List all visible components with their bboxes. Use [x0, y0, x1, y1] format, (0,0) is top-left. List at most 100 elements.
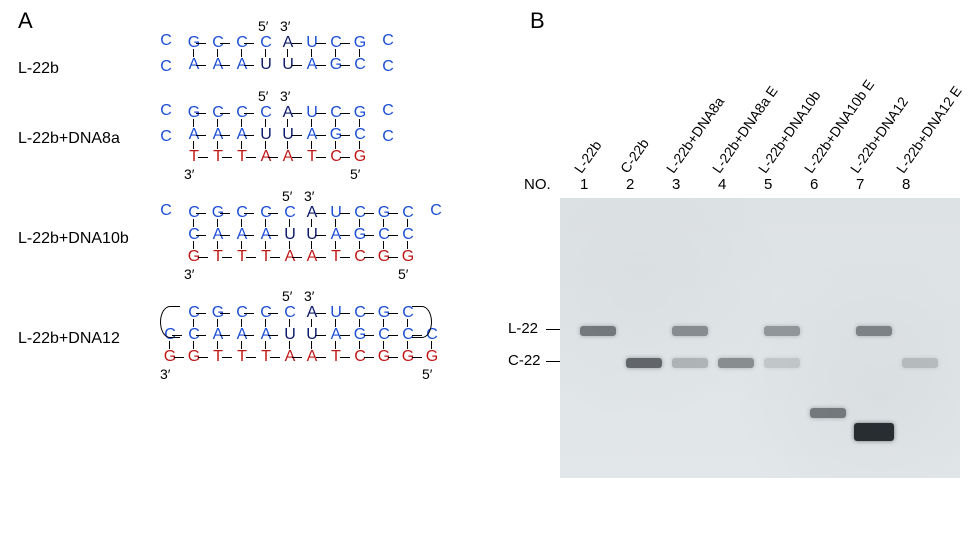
base-pair-bond — [359, 119, 360, 127]
backbone-bond — [222, 357, 232, 358]
base-pair-bond — [265, 319, 266, 327]
five-prime-marker: 5′ — [258, 18, 268, 34]
backbone-bond — [340, 235, 350, 236]
nucleotide: C — [380, 58, 396, 76]
backbone-bond — [388, 313, 398, 314]
nucleotide: C — [380, 32, 396, 50]
backbone-bond — [220, 235, 230, 236]
backbone-bond — [364, 313, 374, 314]
backbone-bond — [220, 213, 230, 214]
backbone-bond — [292, 43, 302, 44]
backbone-bond — [220, 65, 230, 66]
nucleotide: C — [282, 204, 298, 222]
base-pair-bond — [193, 219, 194, 227]
nucleotide: C — [380, 102, 396, 120]
backbone-bond — [220, 313, 230, 314]
backbone-bond — [268, 235, 278, 236]
nucleotide: C — [258, 104, 274, 122]
backbone-bond — [292, 65, 302, 66]
backbone-bond — [364, 257, 374, 258]
backbone-bond — [292, 257, 302, 258]
backbone-bond — [196, 135, 206, 136]
backbone-bond — [316, 157, 326, 158]
panel-b-label: B — [530, 8, 545, 34]
backbone-bond — [244, 135, 254, 136]
backbone-bond — [340, 43, 350, 44]
gel-band — [902, 358, 938, 368]
backbone-bond — [196, 113, 206, 114]
backbone-bond — [244, 235, 254, 236]
nucleotide: C — [158, 128, 174, 146]
base-pair-bond — [383, 219, 384, 227]
backbone-bond — [222, 257, 232, 258]
nucleotide: C — [352, 126, 368, 144]
base-pair-bond — [241, 319, 242, 327]
nucleotide: C — [158, 58, 174, 76]
diagram-label: L-22b+DNA12 — [18, 330, 120, 348]
three-prime-marker: 3′ — [280, 18, 290, 34]
three-prime-marker: 3′ — [304, 188, 314, 204]
dna-five-prime: 5′ — [398, 266, 408, 282]
backbone-bond — [388, 235, 398, 236]
backbone-bond — [270, 357, 280, 358]
backbone-bond — [364, 235, 374, 236]
base-pair-bond — [289, 219, 290, 227]
backbone-bond — [316, 43, 326, 44]
backbone-bond — [196, 335, 206, 336]
base-pair-bond — [217, 319, 218, 327]
nucleotide: C — [158, 202, 174, 220]
gel-band — [764, 326, 800, 336]
backbone-bond — [220, 113, 230, 114]
backbone-bond — [340, 113, 350, 114]
gel-band — [626, 358, 662, 368]
dna-three-prime: 3′ — [184, 266, 194, 282]
nucleotide: G — [352, 148, 368, 166]
nucleotide: C — [158, 32, 174, 50]
backbone-bond — [220, 135, 230, 136]
loop-arc — [412, 306, 432, 338]
lane-number: 8 — [902, 176, 910, 193]
nucleotide: C — [352, 56, 368, 74]
nucleotide: U — [282, 326, 298, 344]
gel-band — [672, 326, 708, 336]
diagram-label: L-22b+DNA10b — [18, 230, 129, 248]
backbone-bond — [412, 357, 422, 358]
base-pair-bond — [217, 119, 218, 127]
base-pair-bond — [359, 49, 360, 57]
three-prime-marker: 3′ — [280, 88, 290, 104]
base-pair-bond — [241, 219, 242, 227]
dna-five-prime: 5′ — [422, 366, 432, 382]
nucleotide: G — [400, 248, 416, 266]
base-pair-bond — [287, 49, 288, 57]
backbone-bond — [364, 357, 374, 358]
backbone-bond — [340, 257, 350, 258]
backbone-bond — [364, 213, 374, 214]
base-pair-bond — [265, 119, 266, 127]
gel-band — [854, 423, 894, 441]
dna-three-prime: 3′ — [160, 366, 170, 382]
nucleotide: C — [282, 304, 298, 322]
lane-number: 7 — [856, 176, 864, 193]
lane-label: L-22b — [571, 137, 605, 176]
loop-arc — [160, 306, 180, 338]
backbone-bond — [244, 43, 254, 44]
nucleotide: C — [380, 128, 396, 146]
backbone-bond — [244, 113, 254, 114]
gel-image — [560, 198, 960, 478]
base-pair-bond — [335, 319, 336, 327]
backbone-bond — [340, 335, 350, 336]
nucleotide: C — [400, 204, 416, 222]
backbone-bond — [292, 357, 302, 358]
base-pair-bond — [193, 49, 194, 57]
base-pair-bond — [311, 319, 312, 327]
base-pair-bond — [193, 319, 194, 327]
backbone-bond — [316, 235, 326, 236]
base-pair-bond — [407, 319, 408, 327]
lane-label: C-22b — [617, 136, 652, 176]
gel-band — [718, 358, 754, 368]
lane-number: 6 — [810, 176, 818, 193]
nucleotide: G — [424, 348, 440, 366]
lane-number: 4 — [718, 176, 726, 193]
backbone-bond — [388, 357, 398, 358]
lane-number: 5 — [764, 176, 772, 193]
